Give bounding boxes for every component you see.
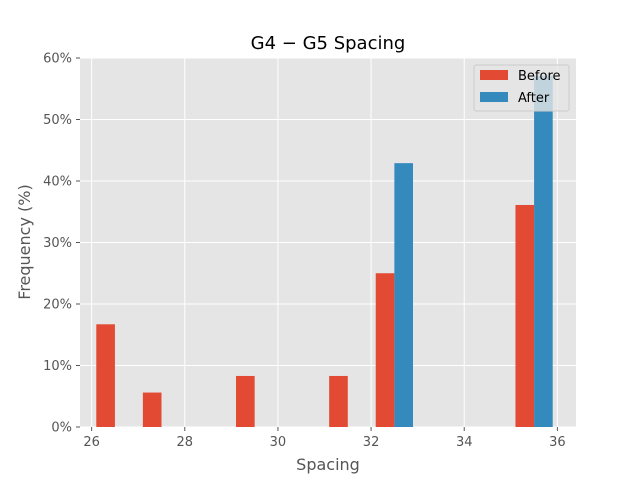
grid (80, 57, 576, 428)
legend-swatch-after (480, 92, 508, 102)
bar-before (515, 204, 535, 427)
x-tick-label: 30 (270, 435, 287, 450)
legend-label-before: Before (518, 69, 561, 84)
x-axis-label: Spacing (296, 455, 360, 474)
bars (96, 75, 553, 428)
y-tick-label: 10% (43, 359, 72, 374)
legend-swatch-before (480, 70, 508, 80)
x-tick-label: 34 (456, 435, 473, 450)
bar-before (329, 375, 348, 427)
y-tick-label: 0% (51, 421, 72, 436)
bar-before (375, 273, 395, 427)
y-tick-label: 20% (43, 298, 72, 313)
x-tick-label: 32 (363, 435, 380, 450)
bar-after (534, 75, 553, 428)
y-tick-label: 60% (43, 52, 72, 67)
y-tick-label: 40% (43, 175, 72, 190)
legend: Before After (473, 64, 570, 112)
bar-after (394, 163, 413, 428)
bar-before (236, 375, 255, 427)
x-tick-label: 26 (83, 435, 100, 450)
y-axis-label: Frequency (%) (15, 184, 34, 299)
x-tick-label: 28 (177, 435, 194, 450)
y-tick-label: 30% (43, 236, 72, 251)
bar-before (142, 392, 162, 427)
legend-label-after: After (518, 91, 550, 106)
bar-before (96, 324, 115, 427)
x-tick-label: 36 (549, 435, 566, 450)
x-axis-ticks: 26 28 30 32 34 36 (83, 427, 566, 450)
y-tick-label: 50% (43, 113, 72, 128)
chart-title: G4 − G5 Spacing (251, 33, 406, 54)
y-axis-ticks: 0% 10% 20% 30% 40% 50% 60% (43, 52, 80, 436)
